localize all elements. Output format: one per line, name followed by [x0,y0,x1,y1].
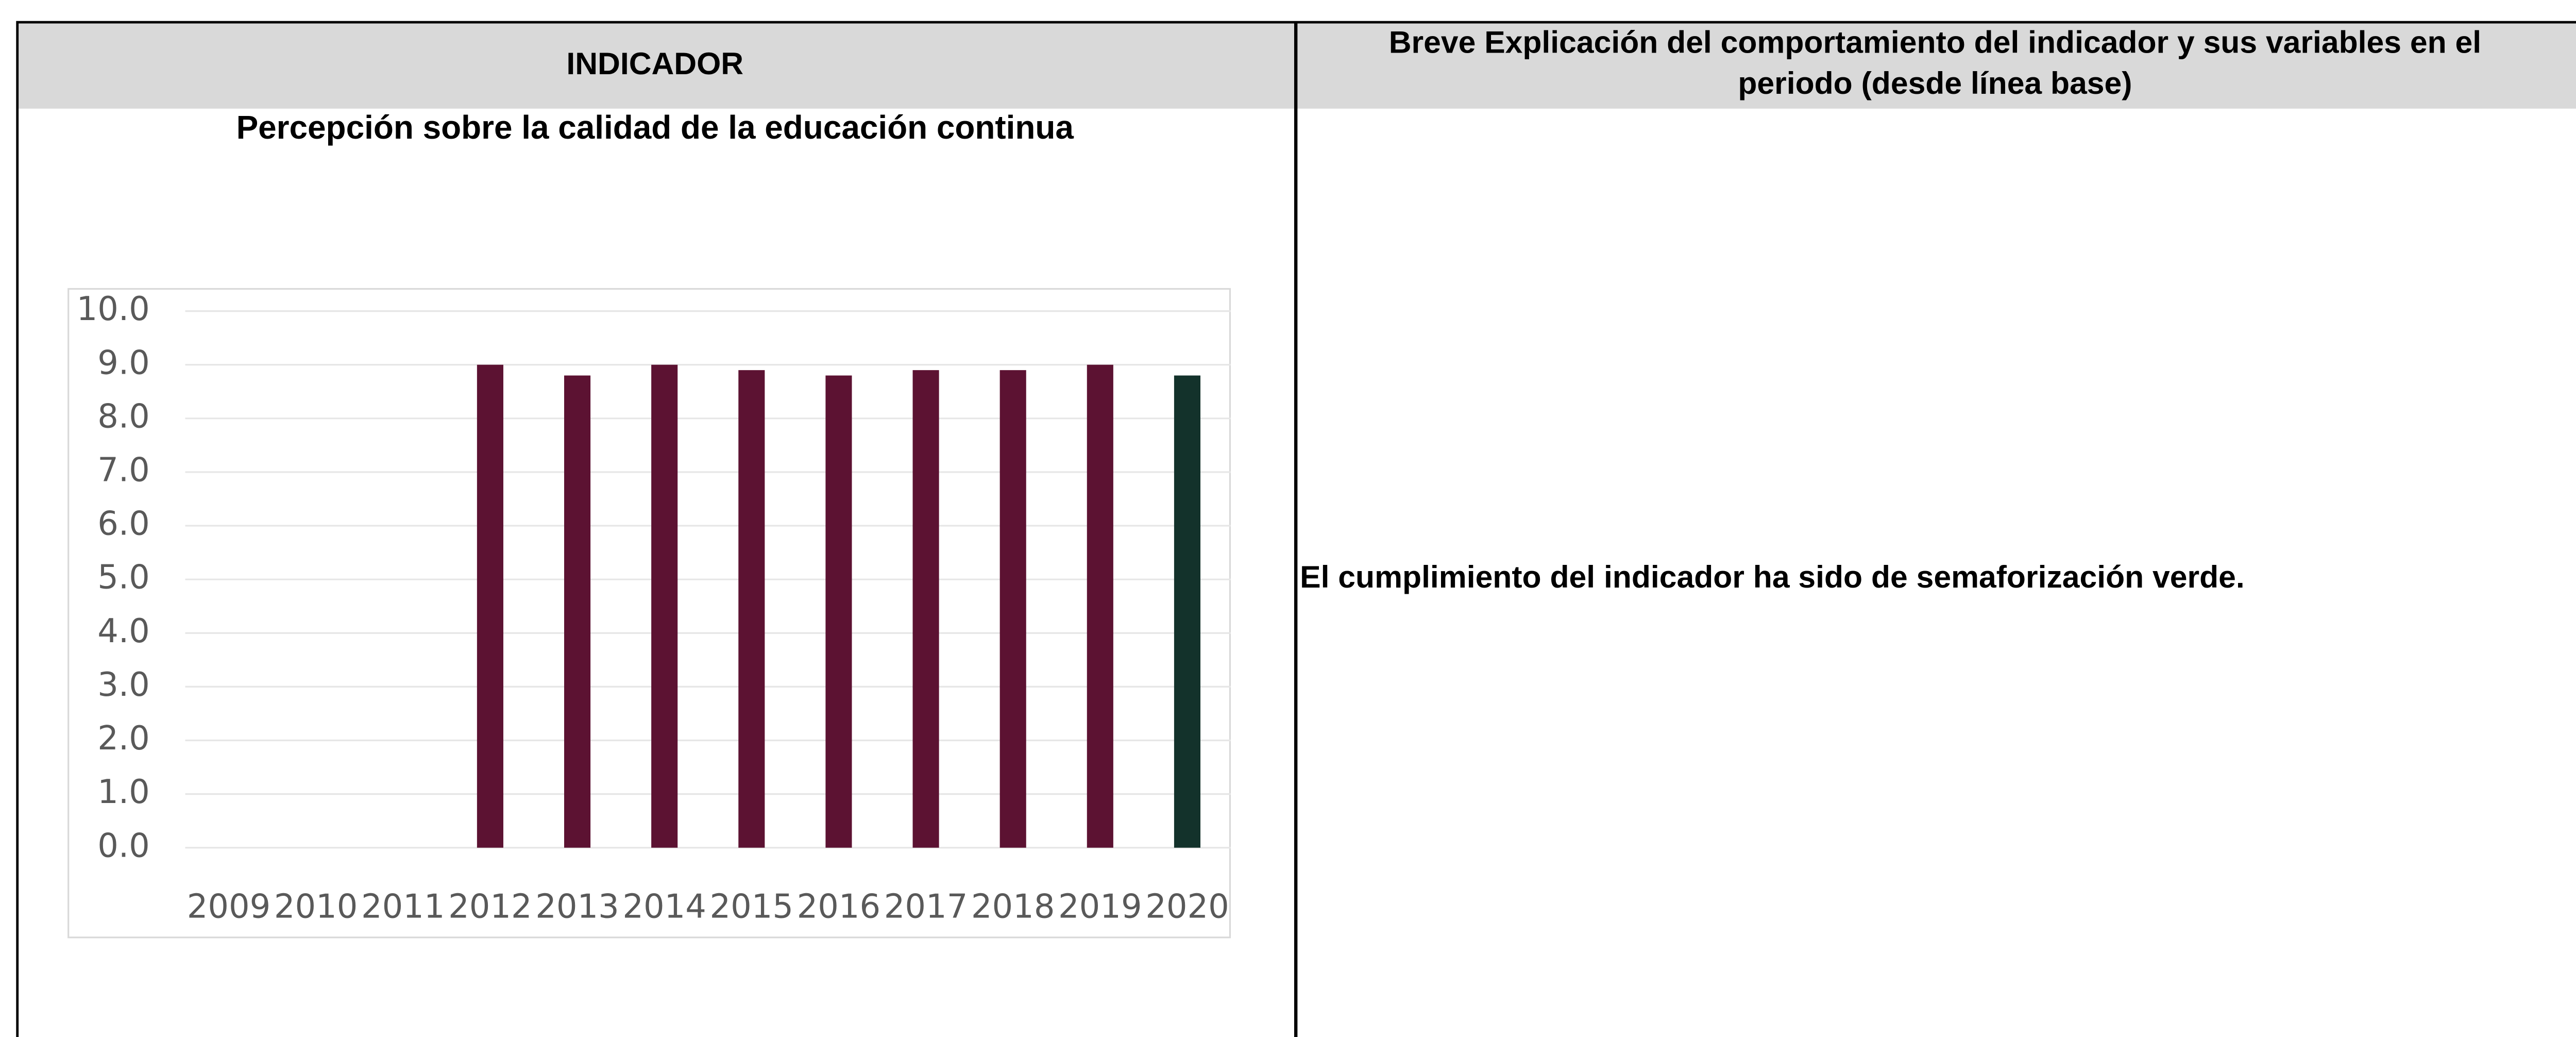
y-tick-label: 2.0 [97,720,150,758]
bar [477,364,503,848]
x-tick-label: 2012 [448,888,532,926]
bar [825,375,852,848]
x-tick-label: 2011 [361,888,445,926]
x-tick-label: 2014 [622,888,706,926]
x-tick-label: 2015 [710,888,794,926]
header-left: INDICADOR [566,46,743,81]
header-right: periodo (desde línea base) [1738,65,2132,101]
y-tick-label: 7.0 [97,451,150,490]
chart-title: Percepción sobre la calidad de la educac… [236,109,1074,146]
x-tick-label: 2009 [187,888,271,926]
bar [651,364,678,848]
bar [912,370,939,848]
x-tick-label: 2017 [884,888,968,926]
bar [1087,364,1113,848]
y-tick-label: 6.0 [97,505,150,543]
y-tick-label: 1.0 [97,773,150,811]
bar [999,370,1026,848]
y-tick-label: 4.0 [97,612,150,650]
bar [564,375,591,848]
y-tick-label: 0.0 [97,827,150,865]
bar [1174,375,1201,848]
x-tick-label: 2018 [971,888,1055,926]
bar [738,370,765,848]
y-tick-label: 8.0 [97,397,150,436]
x-tick-label: 2019 [1058,888,1142,926]
y-tick-label: 10.0 [77,290,150,328]
x-tick-label: 2020 [1145,888,1229,926]
y-tick-label: 5.0 [97,559,150,597]
x-tick-label: 2016 [797,888,881,926]
header-right: Breve Explicación del comportamiento del… [1389,24,2481,59]
x-tick-label: 2010 [274,888,358,926]
x-tick-label: 2013 [535,888,619,926]
y-tick-label: 3.0 [97,666,150,704]
chart-area [67,288,1231,939]
y-tick-label: 9.0 [97,344,150,382]
explanation: El cumplimiento del indicador ha sido de… [1300,559,2245,594]
